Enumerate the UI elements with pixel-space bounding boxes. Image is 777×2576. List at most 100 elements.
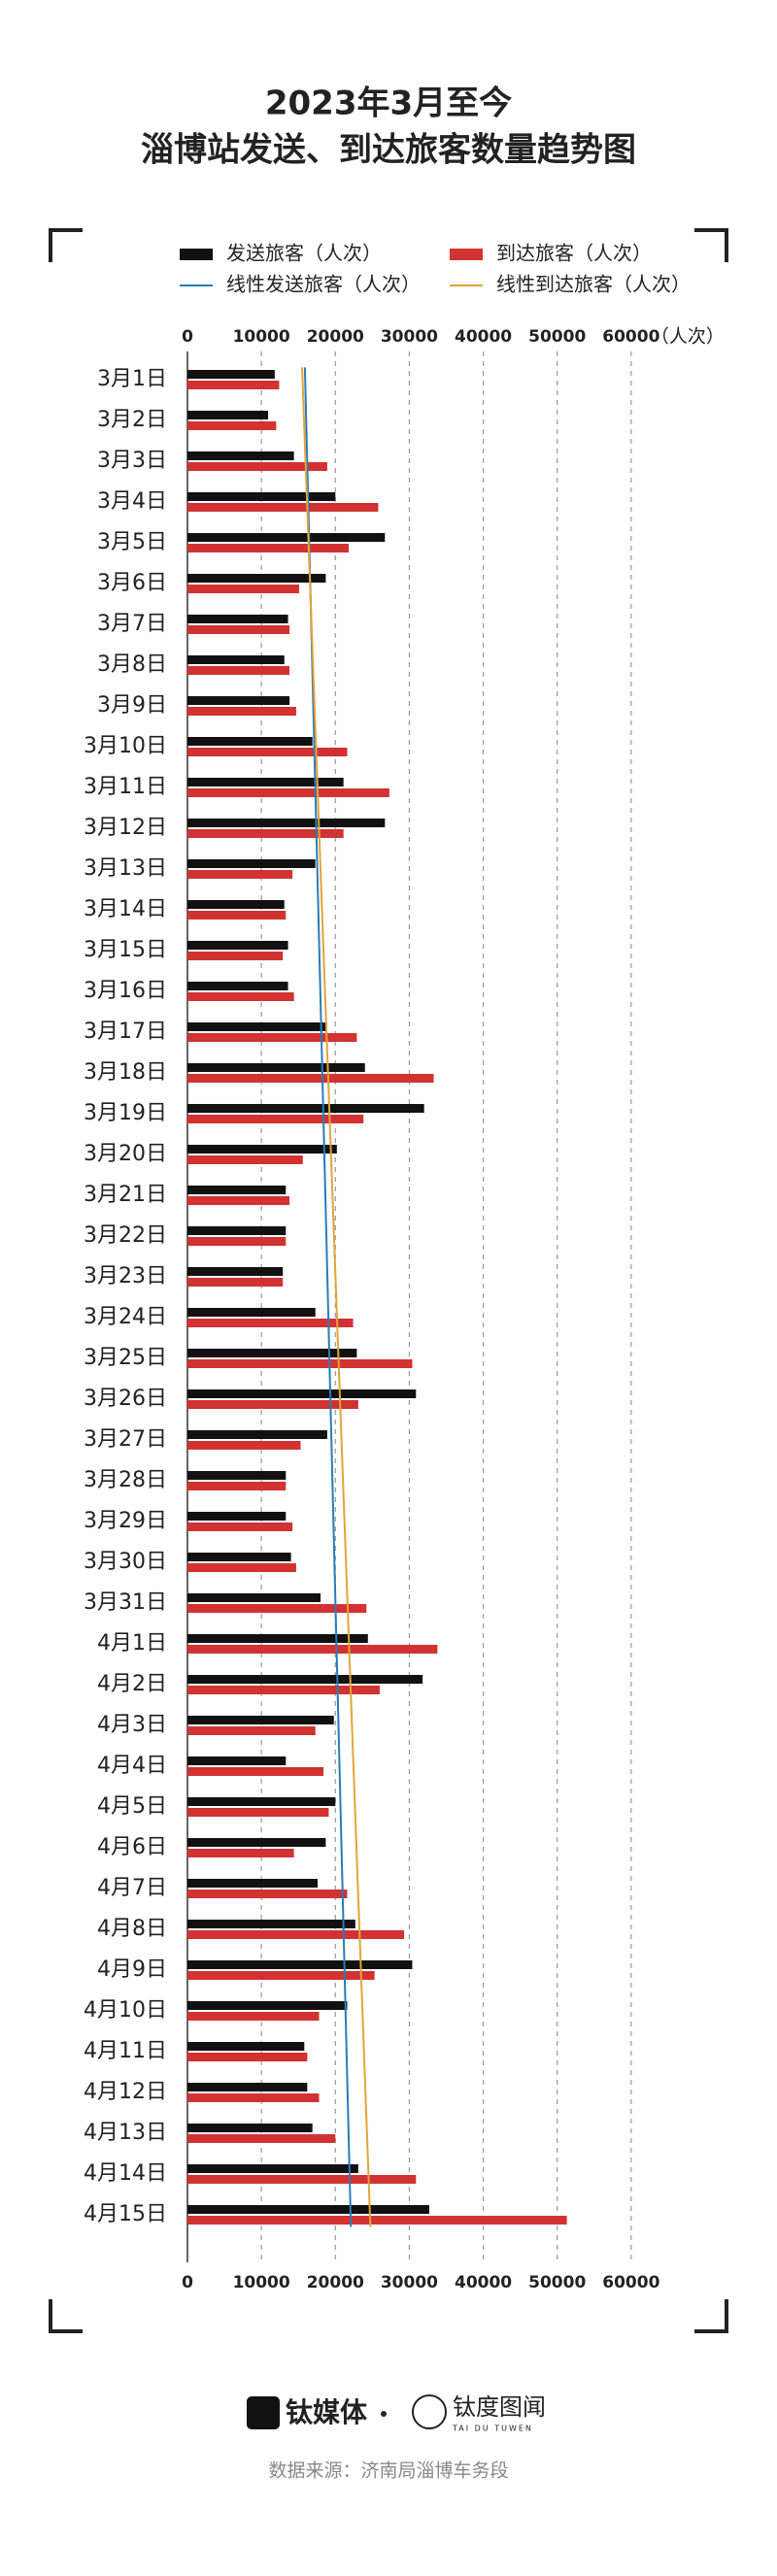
bar xyxy=(187,1022,327,1031)
x-tick-label: 30000 xyxy=(381,327,438,347)
y-tick-label: 3月27日 xyxy=(84,1427,167,1452)
bar xyxy=(187,1849,294,1857)
bar xyxy=(187,2205,429,2214)
bar xyxy=(187,1960,413,1969)
bar xyxy=(187,1104,424,1113)
bar xyxy=(187,1634,368,1643)
y-tick-label: 3月26日 xyxy=(84,1387,167,1411)
x-tick-label: 20000 xyxy=(307,2273,364,2292)
bar xyxy=(187,1890,348,1898)
y-tick-label: 3月10日 xyxy=(84,734,167,758)
legend-swatch xyxy=(450,249,483,260)
bar xyxy=(187,1797,336,1806)
bar xyxy=(187,819,386,827)
y-tick-label: 4月1日 xyxy=(97,1631,167,1656)
y-tick-label: 3月23日 xyxy=(84,1264,167,1288)
legend-label: 线性发送旅客（人次） xyxy=(226,273,421,296)
y-tick-label: 4月15日 xyxy=(84,2202,167,2226)
bar xyxy=(187,2001,348,2010)
bar xyxy=(187,1319,354,1327)
bar xyxy=(187,585,299,593)
corner xyxy=(49,2299,83,2333)
bar xyxy=(187,625,290,634)
bar xyxy=(187,1063,365,1072)
bar xyxy=(187,1930,405,1939)
y-tick-label: 3月13日 xyxy=(84,856,167,881)
bar xyxy=(187,1267,284,1276)
bar xyxy=(187,911,287,920)
corner xyxy=(694,228,728,262)
bar xyxy=(187,778,344,786)
logo-circle xyxy=(412,2394,447,2429)
bar xyxy=(187,1359,413,1368)
bar xyxy=(187,1593,321,1602)
legend-label: 发送旅客（人次） xyxy=(226,242,382,265)
bar xyxy=(187,1756,287,1765)
bar xyxy=(187,370,275,379)
y-tick-label: 3月6日 xyxy=(97,571,167,595)
y-tick-label: 3月2日 xyxy=(97,408,167,432)
brand: 钛媒体 xyxy=(286,2396,368,2428)
bar xyxy=(187,696,290,705)
y-tick-label: 3月31日 xyxy=(84,1590,167,1615)
x-tick-label: 0 xyxy=(182,327,193,347)
y-tick-label: 3月30日 xyxy=(84,1550,167,1574)
bar xyxy=(187,1226,287,1235)
y-tick-label: 4月5日 xyxy=(97,1794,167,1819)
corner xyxy=(49,228,83,262)
footer-logo: 钛媒体 钛度图闻 TAI DU TUWEN xyxy=(247,2393,546,2433)
bar xyxy=(187,1400,358,1409)
bar xyxy=(187,1196,290,1205)
bar xyxy=(187,462,327,471)
bar xyxy=(187,666,290,675)
bar xyxy=(187,1675,423,1684)
bar xyxy=(187,1308,316,1317)
y-tick-label: 3月25日 xyxy=(84,1346,167,1370)
y-tick-label: 4月2日 xyxy=(97,1672,167,1696)
bar xyxy=(187,1512,287,1521)
bar xyxy=(187,492,336,501)
corner-brackets xyxy=(49,228,728,2333)
y-tick-label: 3月24日 xyxy=(84,1305,167,1329)
bar xyxy=(187,1563,296,1572)
bar xyxy=(187,655,285,664)
bar xyxy=(187,941,288,950)
bar xyxy=(187,2042,305,2051)
bar xyxy=(187,2124,313,2132)
bar xyxy=(187,1522,293,1531)
brand2: 钛度图闻 xyxy=(453,2393,546,2421)
bar xyxy=(187,1186,287,1194)
y-tick-label: 3月4日 xyxy=(97,489,167,514)
x-tick-label: 60000 xyxy=(602,2273,659,2292)
x-axis-label: （人次） xyxy=(651,326,725,348)
bar xyxy=(187,1838,326,1847)
bar xyxy=(187,982,288,990)
y-tick-label: 4月13日 xyxy=(84,2121,167,2145)
y-tick-label: 3月3日 xyxy=(97,449,167,473)
bar xyxy=(187,2175,417,2184)
bar xyxy=(187,615,288,623)
bar xyxy=(187,859,316,868)
bar xyxy=(187,2216,567,2225)
bar xyxy=(187,2093,320,2102)
bar xyxy=(187,1074,434,1083)
bar xyxy=(187,544,349,552)
y-tick-label: 3月20日 xyxy=(84,1142,167,1166)
bar xyxy=(187,788,389,797)
chart-title: 淄博站发送、到达旅客数量趋势图 xyxy=(141,131,636,170)
bar xyxy=(187,1115,364,1123)
y-tick-label: 3月19日 xyxy=(84,1101,167,1125)
bar xyxy=(187,1645,438,1654)
bar xyxy=(187,2164,358,2173)
bar xyxy=(187,1145,337,1154)
bar xyxy=(187,2134,336,2143)
bar xyxy=(187,2012,320,2021)
y-tick-label: 4月9日 xyxy=(97,1957,167,1982)
bar xyxy=(187,992,294,1001)
bar xyxy=(187,1430,327,1439)
bar xyxy=(187,1879,319,1888)
bar xyxy=(187,1033,357,1042)
bar xyxy=(187,1155,303,1164)
y-tick-label: 3月9日 xyxy=(97,693,167,718)
